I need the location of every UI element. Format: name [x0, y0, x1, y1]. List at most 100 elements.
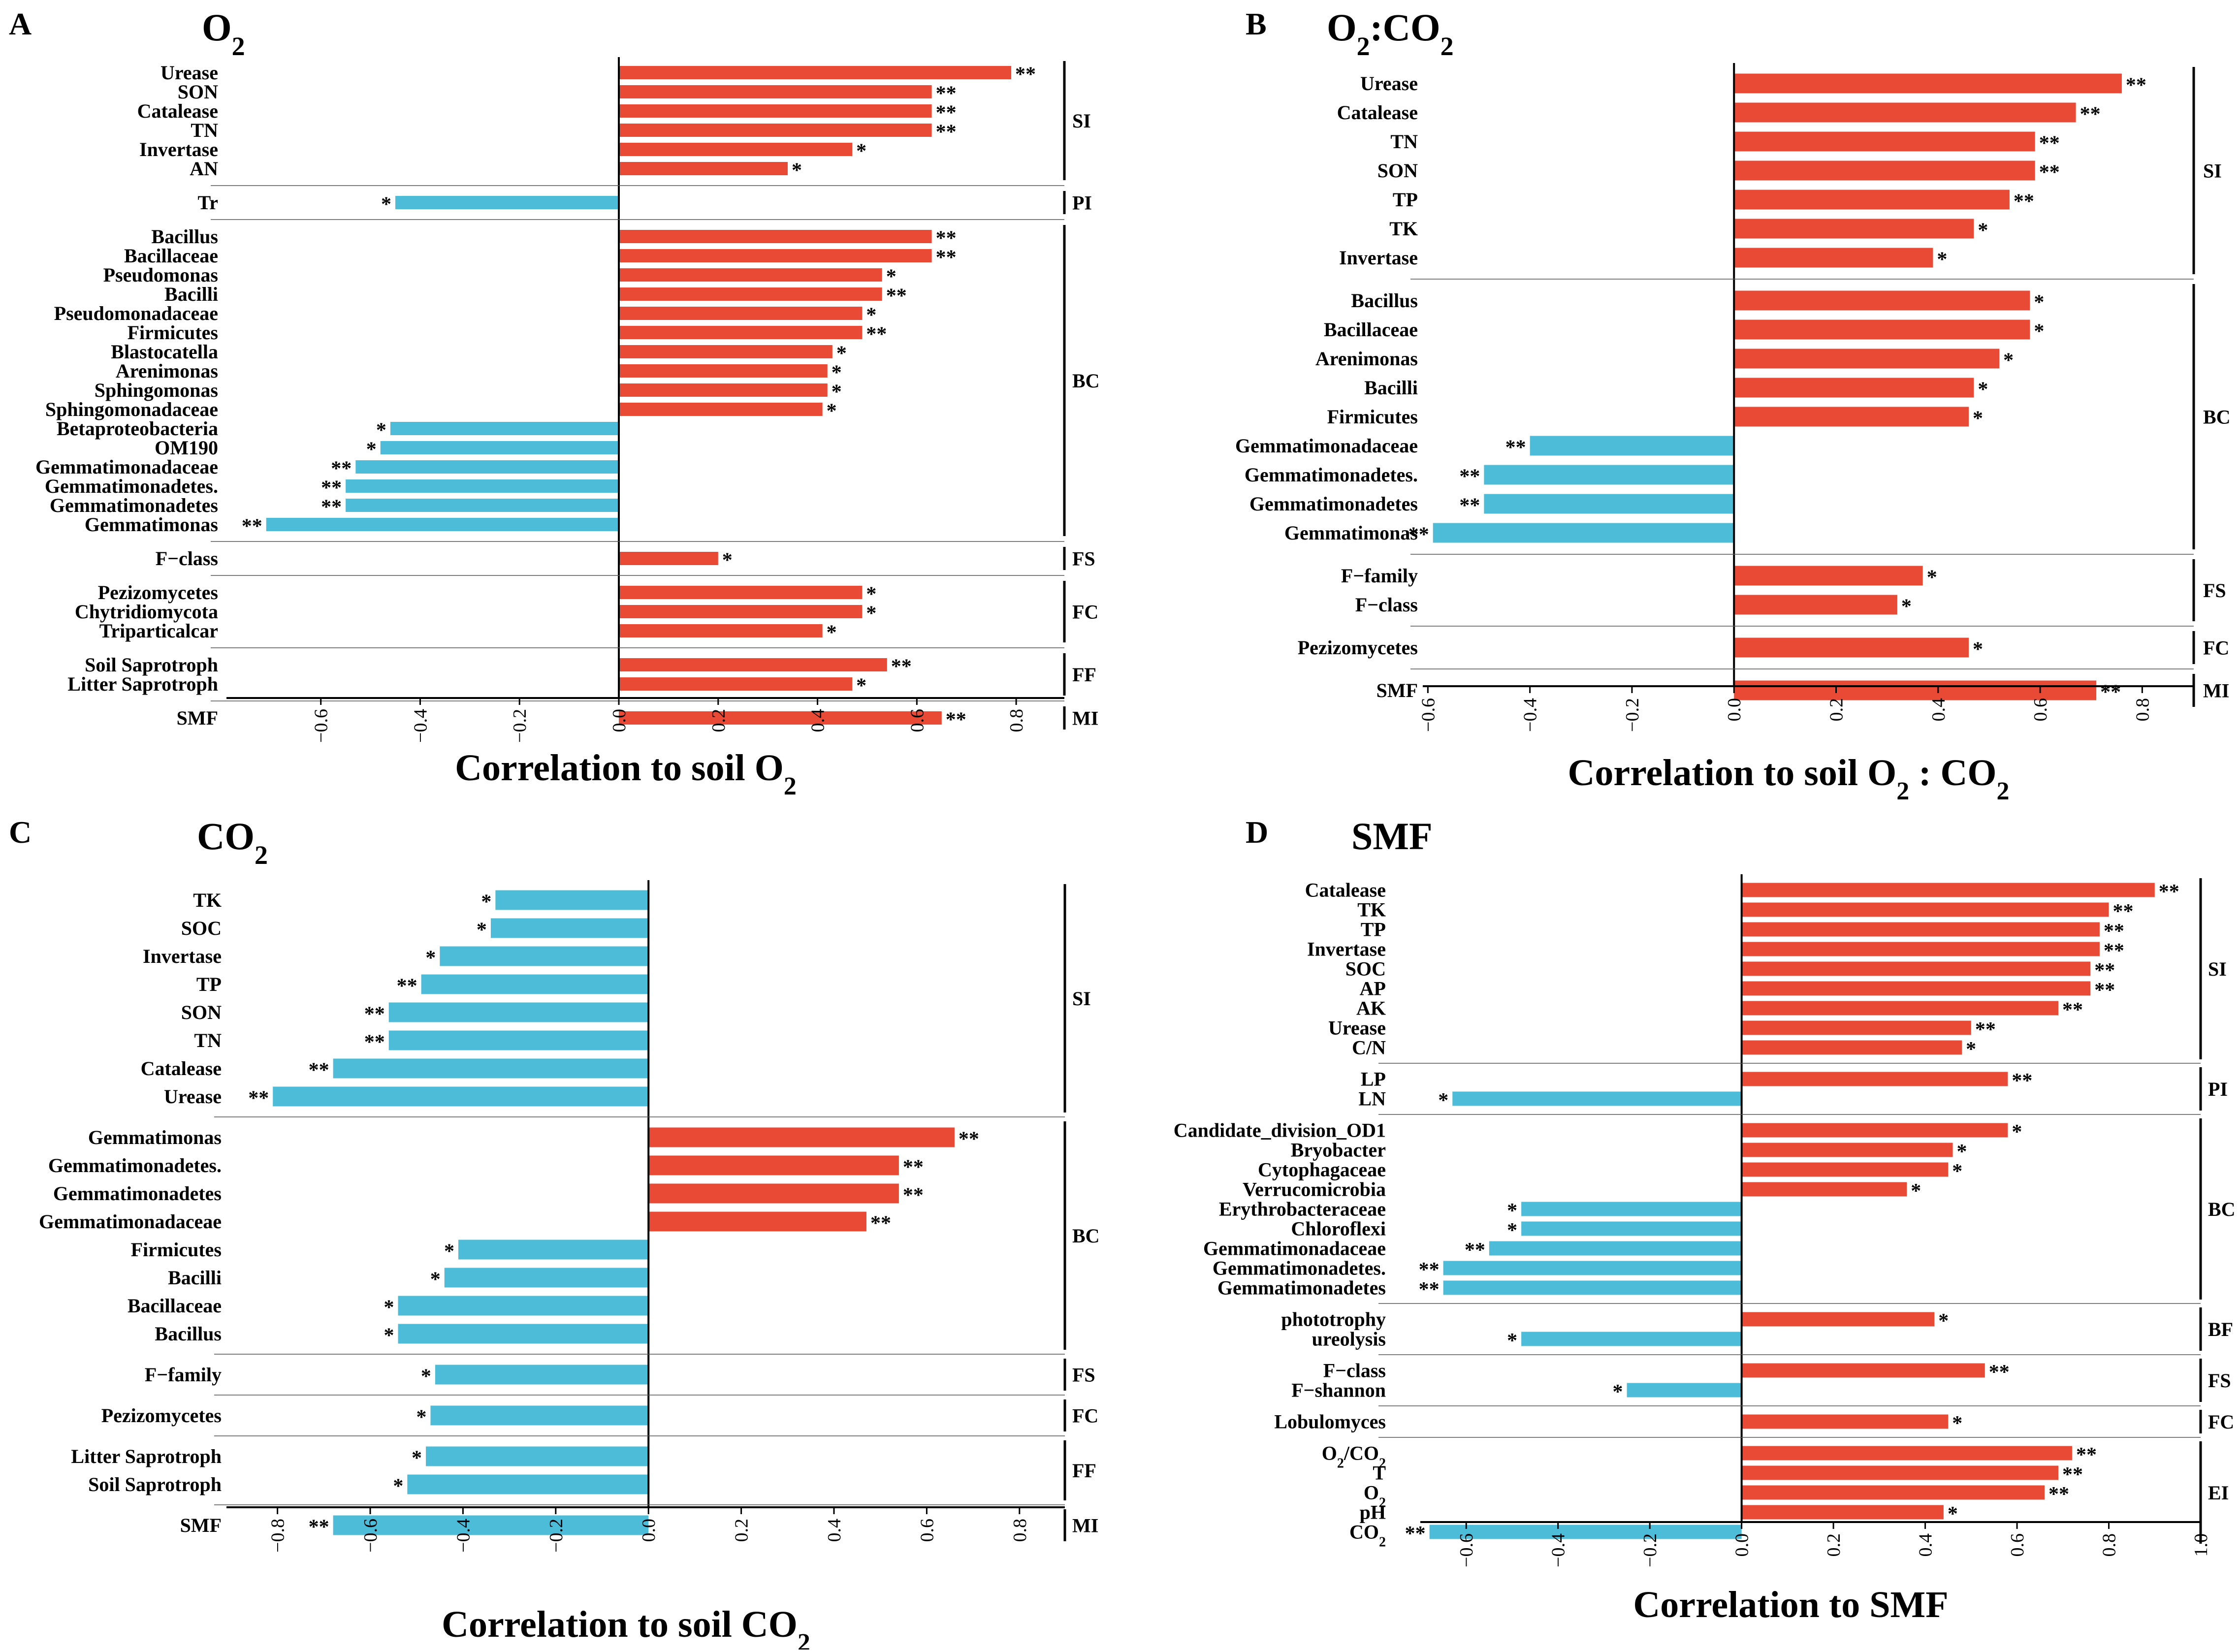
- category-label: Gemmatimonadaceae: [1235, 435, 1418, 457]
- bar-firmicutes: [619, 326, 863, 339]
- significance-marker: *: [1507, 1330, 1517, 1352]
- category-label: Candidate_division_OD1: [1174, 1119, 1386, 1142]
- significance-marker: *: [430, 1268, 441, 1291]
- x-tick-label: 0.0: [1724, 698, 1745, 722]
- category-label: SOC: [181, 917, 222, 939]
- bar-f-family: [435, 1365, 649, 1385]
- category-label: Urease: [164, 1085, 222, 1108]
- bar-triparticalcar: [619, 624, 823, 637]
- panel-title: O2:CO2: [1327, 6, 1454, 61]
- category-label: Firmicutes: [1327, 406, 1418, 428]
- category-label: TK: [193, 889, 222, 911]
- category-label: Gemmatimonas: [88, 1126, 222, 1148]
- bar-pseudomonas: [619, 268, 882, 282]
- category-label: Arenimonas: [1315, 348, 1418, 370]
- bar-bacillus: [619, 230, 932, 243]
- panel-letter: D: [1246, 815, 1268, 850]
- category-label: Invertase: [1307, 938, 1386, 960]
- group-label-fc: FC: [2208, 1411, 2234, 1433]
- bar-invertase: [1734, 248, 1933, 268]
- significance-marker: *: [444, 1240, 454, 1263]
- significance-marker: *: [1952, 1412, 1962, 1435]
- bar-co2: [1429, 1525, 1742, 1539]
- bar-tn: [619, 124, 932, 137]
- category-label: LN: [1358, 1088, 1386, 1110]
- panel-title: O2: [202, 6, 245, 61]
- bar-pseudomonadaceae: [619, 307, 863, 320]
- x-tick-label: 0.4: [1916, 1533, 1936, 1557]
- significance-marker: **: [1459, 465, 1480, 488]
- category-label: Bacilli: [164, 283, 218, 305]
- significance-marker: *: [1507, 1200, 1517, 1222]
- category-label: Gemmatimonadaceae: [35, 456, 218, 478]
- significance-marker: **: [1015, 63, 1036, 86]
- group-label-si: SI: [1072, 987, 1091, 1010]
- bar-lp: [1741, 1072, 2008, 1086]
- x-axis-label: Correlation to soil O2 : CO2: [1568, 752, 2009, 805]
- category-label: Gemmatimonas: [85, 513, 218, 536]
- significance-marker: *: [1973, 638, 1983, 661]
- significance-marker: **: [2100, 681, 2121, 703]
- category-label: TN: [194, 1029, 222, 1051]
- significance-marker: **: [2094, 959, 2115, 982]
- bar-urease: [273, 1086, 649, 1107]
- significance-marker: *: [866, 583, 876, 605]
- x-tick-label: 0.8: [1010, 1519, 1030, 1542]
- category-label: Pseudomonas: [103, 264, 218, 286]
- significance-marker: *: [836, 342, 847, 365]
- significance-marker: *: [412, 1447, 422, 1469]
- bar-gemmatimonadaceae: [1489, 1241, 1742, 1256]
- category-label: Bacillus: [1351, 289, 1418, 312]
- bar-soil-saprotroph: [619, 658, 887, 671]
- significance-marker: *: [1966, 1038, 1976, 1061]
- bar-firmicutes: [458, 1239, 649, 1260]
- bar-smf: [333, 1515, 649, 1535]
- category-label: Sphingomonadaceae: [45, 398, 218, 420]
- significance-marker: *: [1901, 595, 1912, 618]
- bar-betaproteobacteria: [390, 422, 619, 435]
- bar-gemmatimonadetes: [648, 1183, 899, 1204]
- category-label: Tr: [198, 191, 218, 214]
- x-tick-label: −0.6: [311, 709, 332, 743]
- category-label: Gemmatimonas: [1284, 522, 1418, 544]
- significance-marker: **: [2159, 881, 2179, 903]
- category-label: Litter Saprotroph: [71, 1445, 222, 1467]
- x-tick-label: −0.4: [1548, 1533, 1569, 1567]
- group-label-mi: MI: [1072, 1515, 1098, 1537]
- category-label: Litter Saprotroph: [67, 673, 218, 695]
- category-label: C/N: [1352, 1037, 1386, 1059]
- panel-title: SMF: [1351, 815, 1433, 858]
- significance-marker: *: [384, 1296, 394, 1319]
- significance-marker: **: [364, 1003, 385, 1025]
- bar-tp: [1741, 922, 2100, 937]
- x-tick-label: −0.4: [1520, 698, 1541, 732]
- group-label-si: SI: [2203, 160, 2222, 182]
- significance-marker: *: [2034, 320, 2044, 343]
- bar-smf: [619, 711, 942, 725]
- significance-marker: *: [1978, 219, 1988, 242]
- bar-gemmatimonadaceae: [648, 1211, 866, 1232]
- group-label-ff: FF: [1072, 664, 1096, 686]
- x-axis-label: Correlation to soil O2: [455, 747, 797, 800]
- group-label-mi: MI: [1072, 707, 1098, 730]
- category-label: Sphingomonas: [95, 379, 218, 401]
- bar-tk: [1741, 902, 2109, 917]
- category-label: Catalease: [1305, 879, 1386, 901]
- x-tick-label: 0.2: [732, 1519, 752, 1542]
- significance-marker: **: [2062, 999, 2083, 1021]
- group-label-bf: BF: [2208, 1318, 2233, 1340]
- category-label: Gemmatimonadaceae: [39, 1210, 222, 1233]
- significance-marker: **: [309, 1059, 329, 1081]
- group-label-fc: FC: [2203, 637, 2229, 659]
- category-label: Gemmatimonadetes.: [45, 475, 218, 497]
- bar-son: [388, 1002, 649, 1022]
- bar-invertase: [619, 143, 853, 156]
- significance-marker: **: [870, 1212, 891, 1235]
- category-label: Bacillaceae: [124, 245, 218, 267]
- significance-marker: *: [827, 621, 837, 644]
- bar-gemmatimonadetes: [1443, 1280, 1742, 1295]
- category-label: Erythrobacteraceae: [1219, 1198, 1386, 1220]
- x-tick-label: −0.2: [510, 709, 530, 743]
